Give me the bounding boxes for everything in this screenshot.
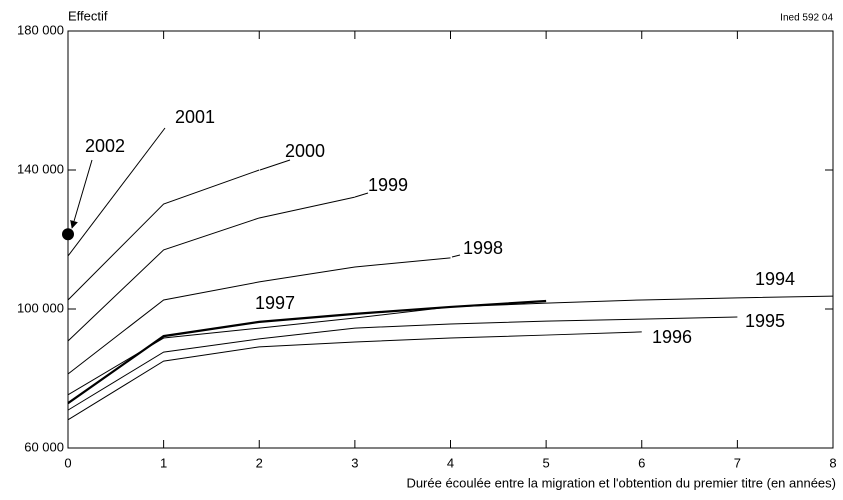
series-label: 1997	[255, 293, 295, 313]
x-tick-label: 5	[543, 455, 550, 470]
x-axis-label: Durée écoulée entre la migration et l'ob…	[406, 475, 836, 490]
x-tick-label: 6	[638, 455, 645, 470]
leader-line	[451, 254, 461, 258]
x-tick-label: 3	[351, 455, 358, 470]
y-tick-label: 100 000	[17, 300, 64, 315]
series-line	[67, 196, 355, 342]
series-label: 1995	[745, 311, 785, 331]
y-tick-label: 180 000	[17, 22, 64, 37]
x-tick-label: 4	[447, 455, 454, 470]
y-tick-label: 140 000	[17, 161, 64, 176]
y-tick-label: 60 000	[24, 439, 64, 454]
x-tick-label: 0	[64, 455, 71, 470]
series-label: 2002	[85, 136, 125, 156]
series-line	[67, 316, 738, 411]
x-tick-label: 7	[734, 455, 741, 470]
x-tick-label: 1	[160, 455, 167, 470]
leader-line	[70, 159, 93, 229]
series-label: 1999	[368, 175, 408, 195]
leader-line	[354, 192, 369, 198]
x-tick-label: 2	[256, 455, 263, 470]
y-axis-label: Effectif	[68, 8, 108, 23]
x-tick-label: 8	[829, 455, 836, 470]
series-line	[67, 295, 834, 396]
point	[62, 228, 74, 241]
leader-line	[67, 127, 166, 257]
series-label: 1994	[755, 269, 795, 289]
series-label: 1998	[463, 238, 503, 258]
source-note: Ined 592 04	[780, 13, 833, 24]
plot-frame	[67, 30, 834, 449]
series-line	[67, 331, 642, 421]
series-label: 2000	[285, 141, 325, 161]
series-line	[67, 169, 260, 301]
series-label: 2001	[175, 107, 215, 127]
series-line	[67, 257, 451, 375]
series-label: 1996	[652, 327, 692, 347]
leader-line	[259, 159, 291, 171]
